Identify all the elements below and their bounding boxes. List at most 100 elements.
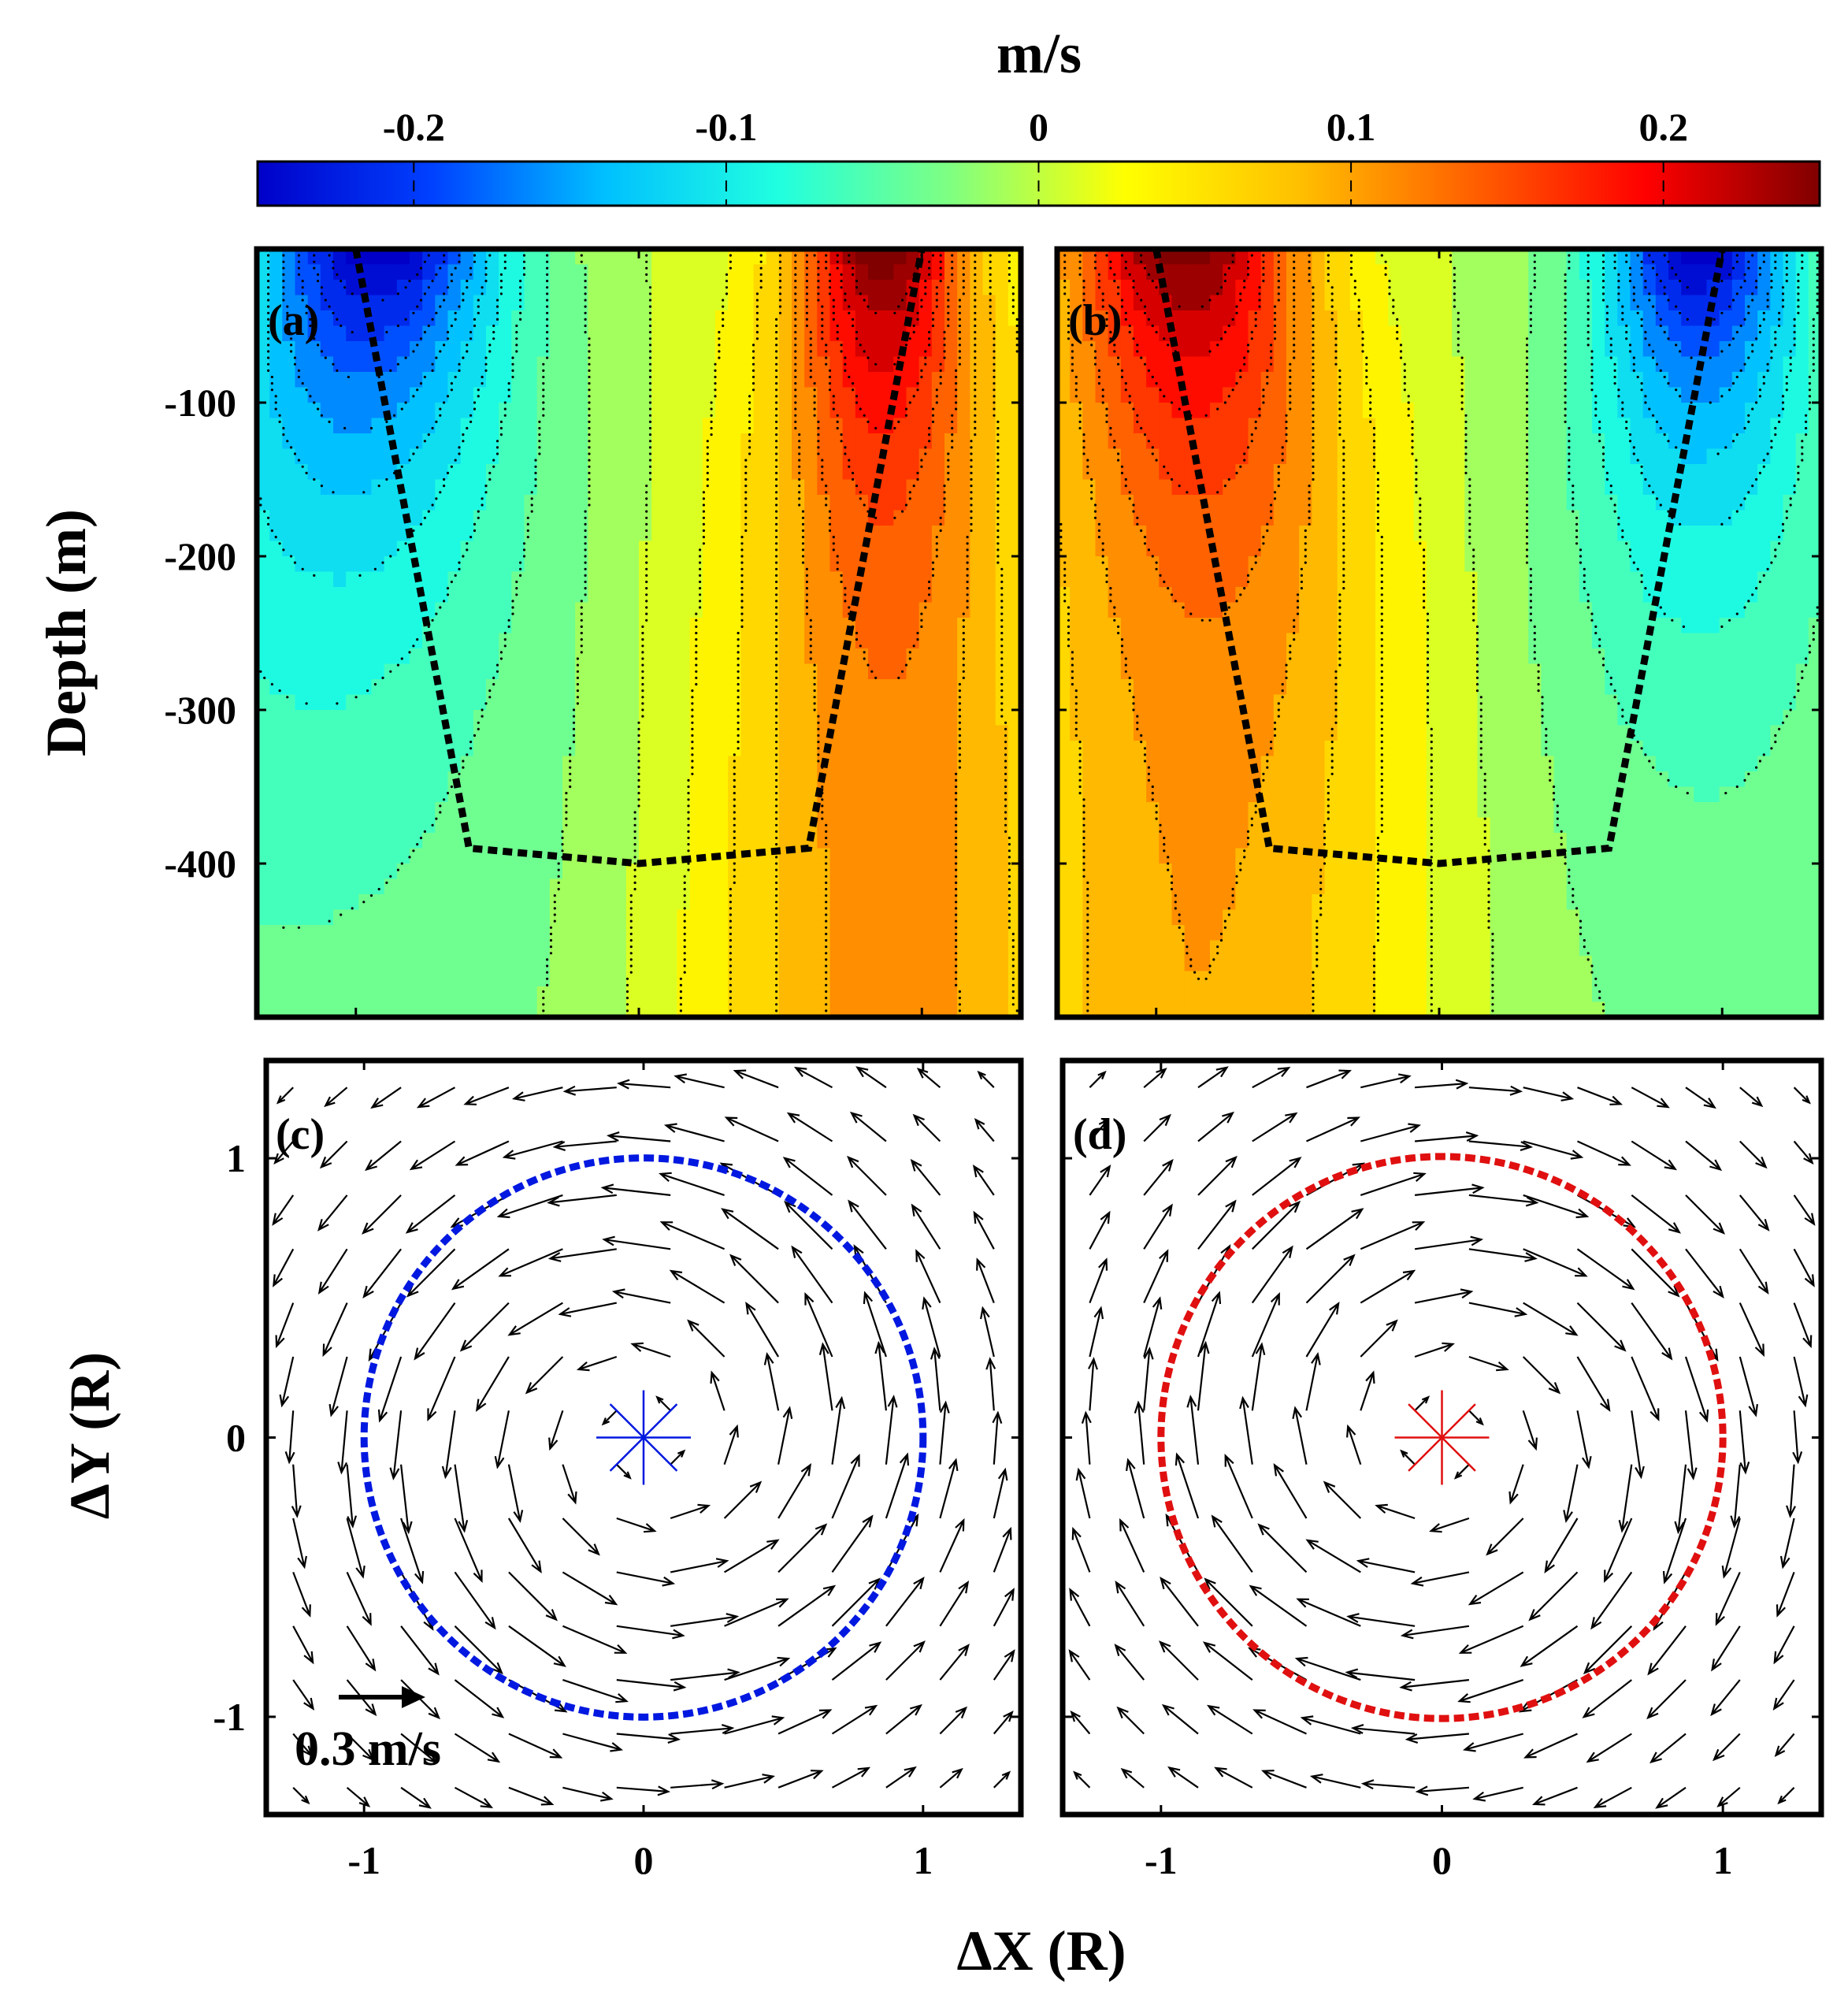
heatmap-cell	[1007, 633, 1021, 649]
heatmap-cell	[346, 694, 360, 711]
contour-point	[282, 926, 285, 929]
heatmap-cell	[792, 694, 805, 711]
heatmap-cell	[473, 387, 487, 403]
contour-point	[775, 971, 778, 974]
contour-point	[748, 446, 751, 449]
heatmap-cell	[931, 403, 945, 419]
contour-point	[840, 574, 843, 578]
heatmap-cell	[778, 510, 792, 526]
heatmap-cell	[651, 694, 666, 711]
heatmap-cell	[575, 602, 589, 619]
heatmap-cell	[817, 848, 831, 864]
heatmap-cell	[829, 495, 844, 511]
heatmap-cell	[410, 956, 423, 972]
heatmap-cell	[931, 602, 945, 619]
heatmap-cell	[792, 356, 805, 373]
contour-point	[629, 932, 633, 935]
heatmap-cell	[753, 1001, 767, 1017]
heatmap-cell	[384, 264, 398, 280]
heatmap-cell	[1095, 295, 1109, 311]
heatmap-cell	[702, 541, 716, 557]
heatmap-cell	[549, 925, 563, 942]
contour-point	[648, 452, 652, 455]
heatmap-cell	[766, 372, 780, 388]
heatmap-cell	[881, 541, 895, 557]
heatmap-cell	[906, 602, 920, 619]
contour-point	[993, 324, 996, 328]
heatmap-cell	[257, 956, 270, 972]
heatmap-cell	[931, 725, 945, 741]
heatmap-cell	[511, 280, 525, 296]
heatmap-cell	[817, 633, 831, 649]
contour-point	[866, 356, 870, 359]
contour-point	[446, 587, 450, 590]
contour-point	[993, 407, 996, 410]
contour-point	[336, 318, 339, 321]
heatmap-cell	[944, 802, 958, 819]
heatmap-cell	[575, 249, 589, 266]
heatmap-cell	[447, 403, 462, 419]
contour-point	[683, 901, 686, 904]
contour-point	[920, 375, 923, 379]
contour-point	[691, 772, 694, 775]
contour-point	[469, 741, 473, 744]
heatmap-cell	[906, 786, 920, 803]
heatmap-cell	[613, 448, 627, 465]
contour-point	[580, 651, 583, 654]
contour-point	[466, 542, 469, 545]
contour-point	[794, 414, 797, 417]
heatmap-cell	[486, 956, 499, 972]
contour-point	[580, 631, 583, 635]
heatmap-cell	[320, 526, 334, 542]
heatmap-cell	[1082, 633, 1097, 649]
heatmap-cell	[868, 433, 881, 450]
heatmap-cell	[524, 356, 538, 373]
contour-point	[416, 843, 419, 846]
contour-point	[641, 702, 644, 705]
heatmap-cell	[625, 541, 640, 557]
heatmap-cell	[1070, 587, 1084, 604]
contour-point	[733, 792, 736, 795]
heatmap-cell	[346, 633, 360, 649]
contour-point	[798, 497, 801, 500]
heatmap-cell	[549, 879, 563, 895]
heatmap-cell	[371, 510, 385, 526]
heatmap-cell	[982, 403, 996, 419]
contour-point	[817, 273, 820, 277]
heatmap-cell	[460, 341, 474, 358]
heatmap-cell	[613, 771, 627, 788]
heatmap-cell	[982, 833, 996, 849]
heatmap-cell	[881, 618, 895, 634]
heatmap-cell	[893, 864, 907, 880]
contour-point	[267, 337, 270, 340]
heatmap-cell	[651, 648, 666, 665]
heatmap-cell	[435, 648, 449, 665]
heatmap-cell	[473, 541, 487, 557]
heatmap-cell	[257, 541, 270, 557]
contour-point	[805, 254, 808, 257]
contour-point	[733, 804, 736, 808]
heatmap-cell	[346, 925, 360, 942]
heatmap-cell	[1057, 771, 1071, 788]
heatmap-cell	[740, 894, 755, 911]
contour-point	[645, 574, 648, 578]
heatmap-cell	[486, 648, 499, 665]
heatmap-cell	[410, 602, 423, 619]
heatmap-cell	[1007, 925, 1021, 942]
contour-point	[435, 311, 438, 314]
heatmap-cell	[715, 864, 729, 880]
contour-point	[336, 369, 339, 372]
contour-point	[1000, 708, 1004, 711]
heatmap-cell	[702, 633, 716, 649]
heatmap-cell	[460, 786, 474, 803]
heatmap-cell	[460, 295, 474, 311]
heatmap-cell	[995, 602, 1009, 619]
heatmap-cell	[753, 387, 767, 403]
heatmap-cell	[829, 372, 844, 388]
heatmap-cell	[881, 663, 895, 680]
contour-point	[301, 465, 304, 468]
contour-point	[522, 266, 526, 269]
heatmap-cell	[295, 925, 309, 942]
contour-point	[759, 266, 763, 269]
contour-point	[775, 881, 778, 884]
